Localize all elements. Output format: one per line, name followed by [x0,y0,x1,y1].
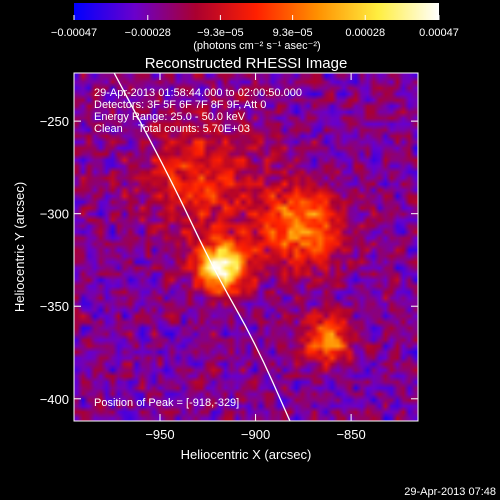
y-tick-label: −300 [40,207,69,222]
annotation-block: 29-Apr-2013 01:58:44.000 to 02:00:50.000… [94,87,302,135]
colorbar-tick-label: −9.3e−05 [197,27,244,39]
annotation-time-range: 29-Apr-2013 01:58:44.000 to 02:00:50.000 [94,87,302,99]
y-tick-label: −250 [40,114,69,129]
annotation-energy-range: Energy Range: 25.0 - 50.0 keV [94,111,246,123]
y-tick-label: −400 [40,392,69,407]
colorbar-tick-label: 0.00047 [419,27,459,39]
axis-ticks: −950 −900 −850 −250 −300 −350 −400 [40,73,418,442]
footer-timestamp: 29-Apr-2013 07:48 [404,486,496,498]
peak-position-label: Position of Peak = [-918,-329] [94,397,239,409]
y-axis-label: Heliocentric Y (arcsec) [12,182,27,312]
colorbar-tick-label: −0.00028 [125,27,171,39]
solar-limb-line [113,73,291,421]
heatmap-image [74,73,418,421]
x-axis-label: Heliocentric X (arcsec) [181,447,312,462]
x-tick-label: −850 [336,427,365,442]
colorbar-ticks: −0.00047 −0.00028 −9.3e−05 9.3e−05 0.00028 0.… [51,15,459,39]
chart-title: Reconstructed RHESSI Image [145,55,348,72]
x-tick-label: −900 [241,427,270,442]
rhessi-image [74,73,418,421]
colorbar-tick-label: 0.00028 [345,27,385,39]
x-tick-label: −950 [145,427,174,442]
y-tick-label: −350 [40,299,69,314]
colorbar [74,3,439,20]
plot-frame [73,72,419,422]
annotation-detectors: Detectors: 3F 5F 6F 7F 8F 9F, Att 0 [94,99,266,111]
colorbar-tick-label: −0.00047 [51,27,97,39]
annotation-clean-counts: Clean Total counts: 5.70E+03 [94,123,250,135]
colorbar-tick-label: 9.3e−05 [273,27,313,39]
colorbar-unit-label: (photons cm⁻² s⁻¹ asec⁻²) [193,40,320,52]
